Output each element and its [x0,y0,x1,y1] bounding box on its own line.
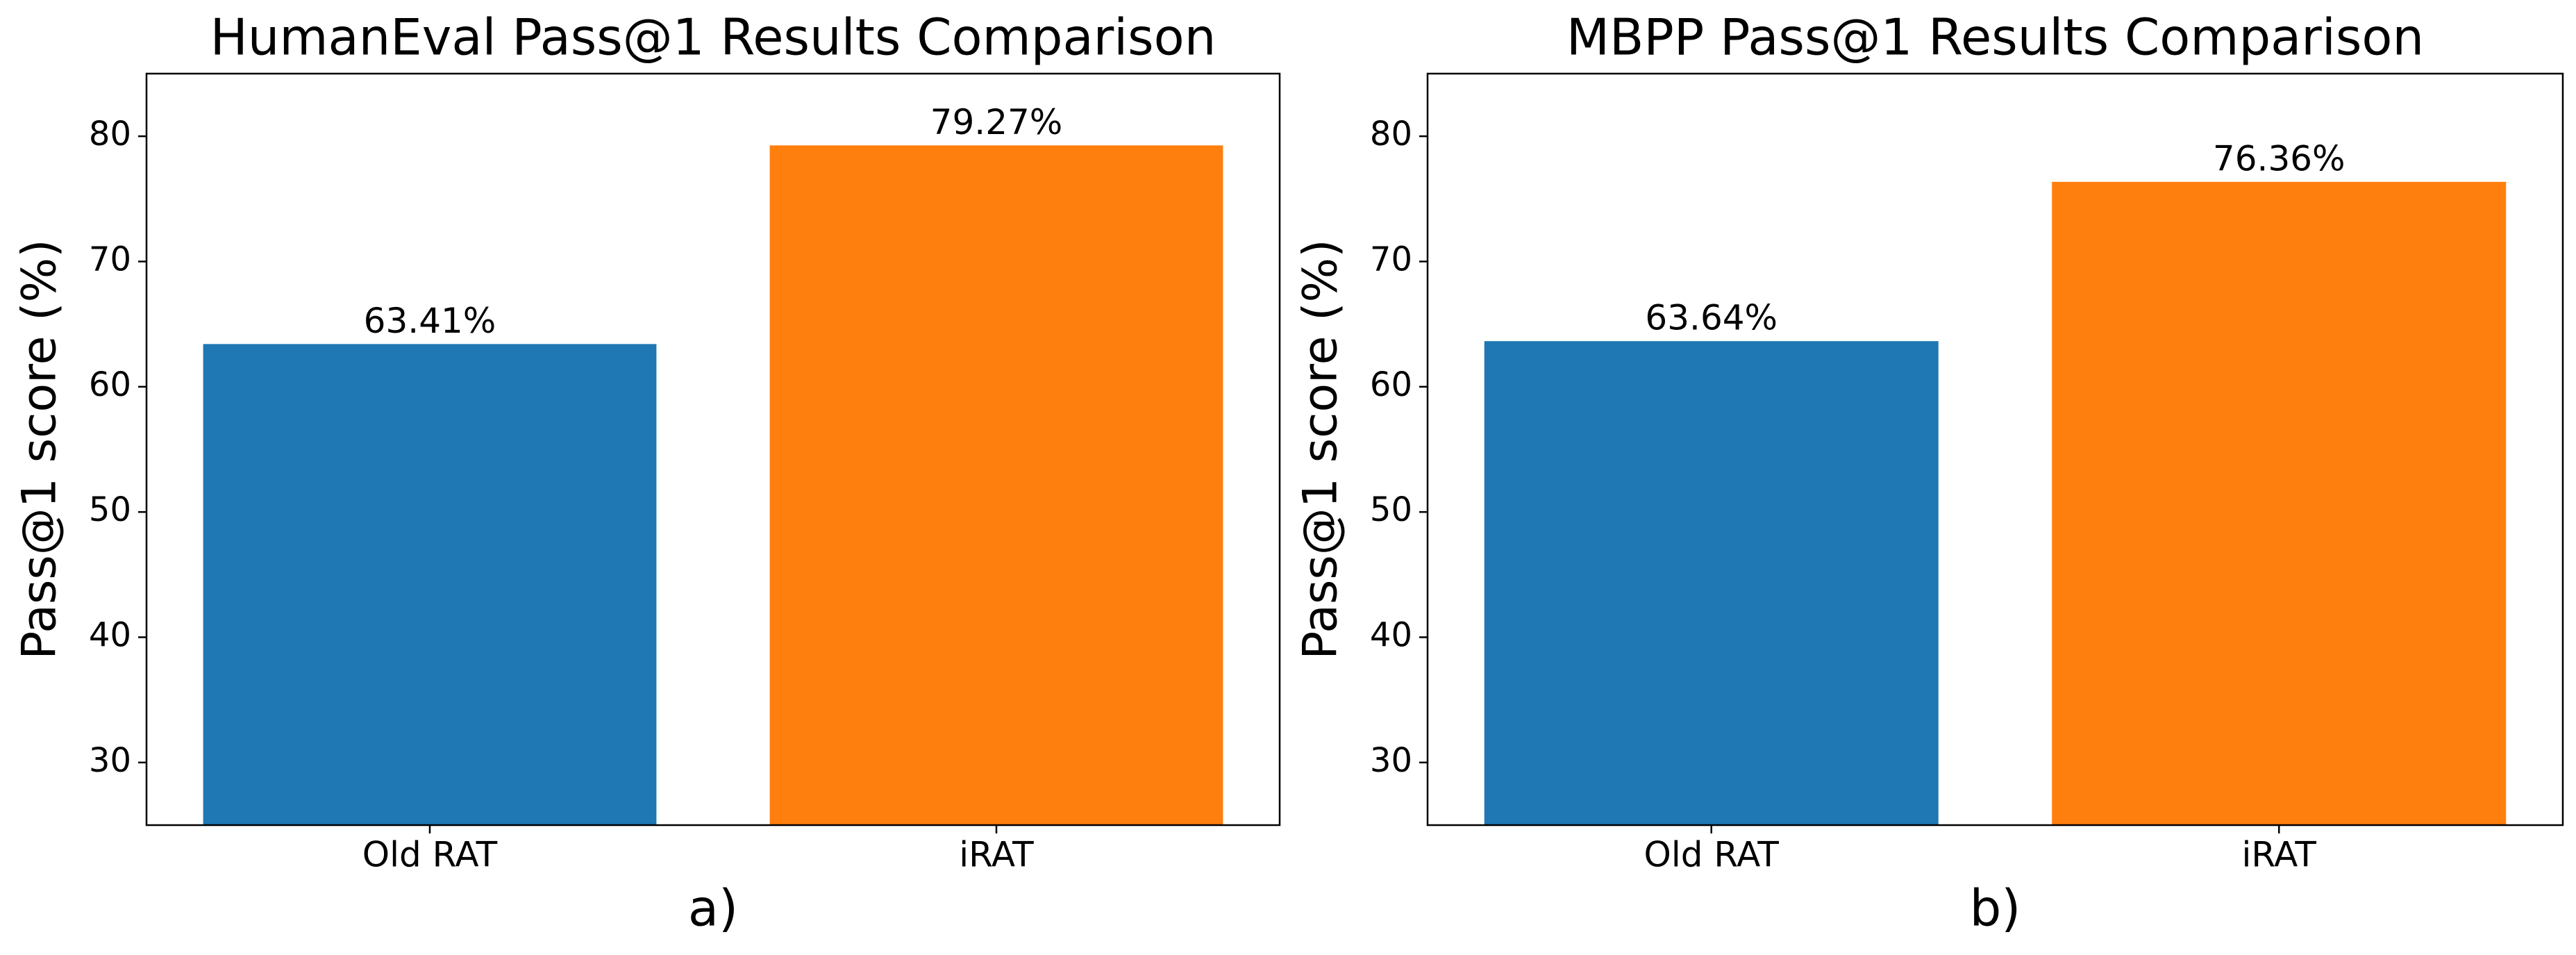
y-tick-label: 70 [89,240,131,279]
bar [203,344,657,825]
y-tick-label: 30 [89,741,131,780]
y-tick-label: 80 [89,115,131,153]
y-tick-label: 80 [1370,115,1412,153]
y-tick-label: 60 [89,365,131,404]
bar [2052,181,2507,826]
chart-title: HumanEval Pass@1 Results Comparison [210,8,1216,67]
y-tick-label: 40 [89,616,131,655]
y-tick-label: 50 [1370,490,1412,529]
value-label: 79.27% [930,102,1063,142]
y-tick-label: 60 [1370,365,1412,404]
y-tick-label: 50 [89,490,131,529]
y-tick-label: 70 [1370,240,1412,279]
y-axis-label: Pass@1 score (%) [12,239,67,659]
value-label: 76.36% [2213,138,2345,178]
x-tick-label: iRAT [959,835,1034,875]
x-axis-label: a) [688,879,738,938]
axes-frame [145,72,1281,827]
x-axis-label: b) [1970,879,2021,938]
axes-frame [1426,72,2564,827]
bar [1484,341,1939,825]
x-tick-label: Old RAT [1644,835,1780,875]
value-label: 63.64% [1645,298,1778,338]
x-tick-label: iRAT [2242,835,2317,875]
bar [769,145,1223,825]
y-axis-label: Pass@1 score (%) [1294,239,1348,659]
y-tick-label: 30 [1370,741,1412,780]
value-label: 63.41% [364,301,496,341]
y-tick-label: 40 [1370,616,1412,655]
chart-title: MBPP Pass@1 Results Comparison [1566,8,2424,67]
x-tick-label: Old RAT [362,835,498,875]
